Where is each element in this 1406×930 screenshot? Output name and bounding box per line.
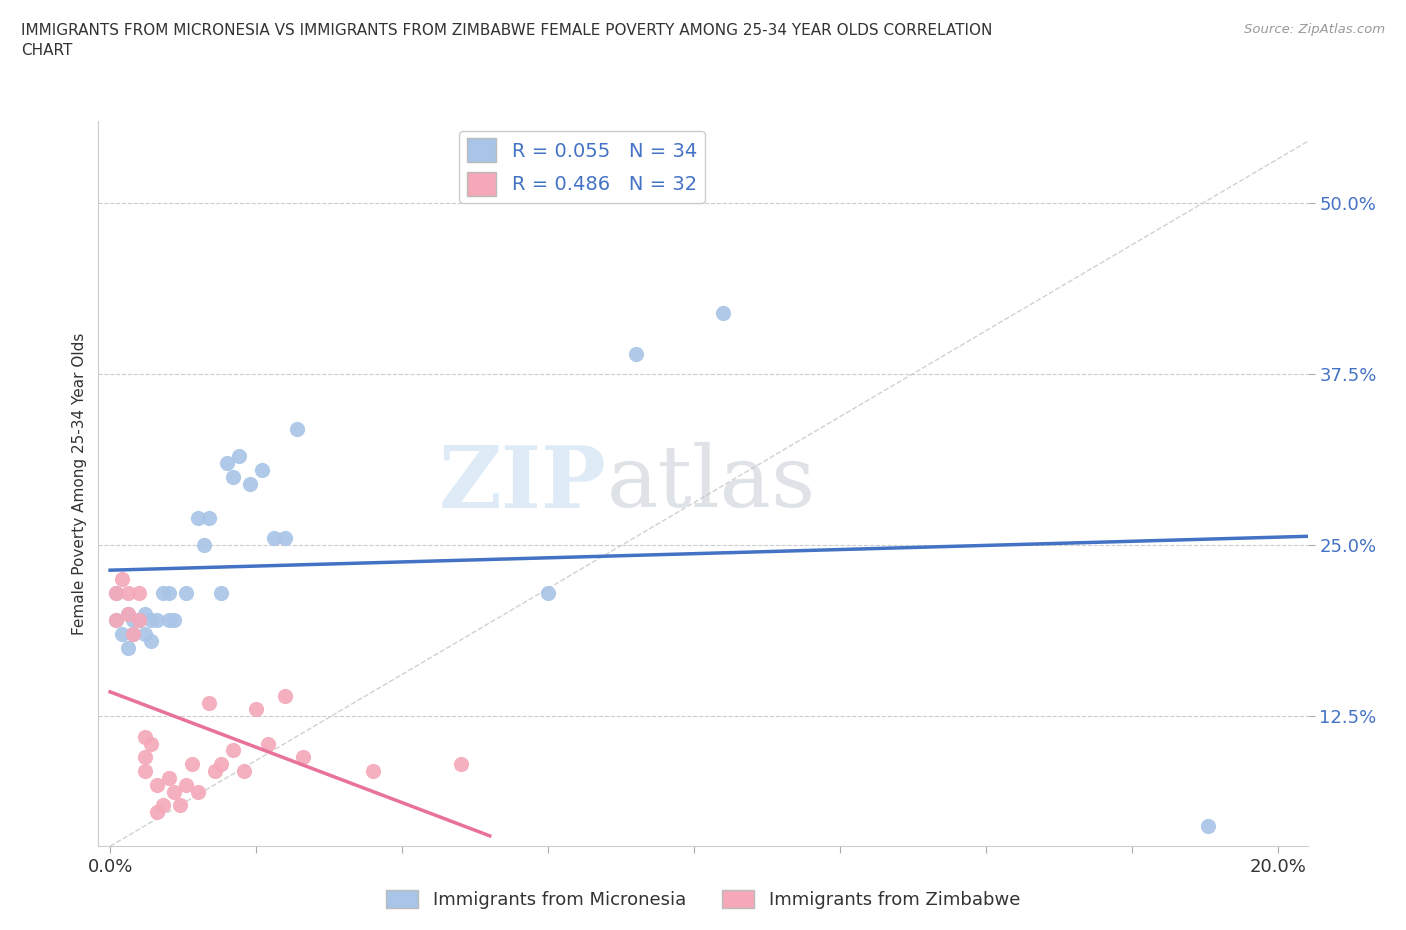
Point <box>152 798 174 813</box>
Point <box>111 627 134 642</box>
Text: ZIP: ZIP <box>439 442 606 525</box>
Point <box>713 305 735 320</box>
Point <box>157 586 180 601</box>
Point <box>104 586 127 601</box>
Point <box>163 613 186 628</box>
Text: Source: ZipAtlas.com: Source: ZipAtlas.com <box>1244 23 1385 36</box>
Point <box>285 421 308 436</box>
Point <box>245 702 267 717</box>
Point <box>174 777 197 792</box>
Point <box>117 606 139 621</box>
Legend: Immigrants from Micronesia, Immigrants from Zimbabwe: Immigrants from Micronesia, Immigrants f… <box>378 883 1028 916</box>
Point <box>624 346 647 361</box>
Point <box>204 764 226 778</box>
Point <box>122 613 145 628</box>
Text: atlas: atlas <box>606 442 815 525</box>
Point <box>146 777 169 792</box>
Point <box>104 613 127 628</box>
Point <box>537 586 560 601</box>
Point <box>134 764 156 778</box>
Y-axis label: Female Poverty Among 25-34 Year Olds: Female Poverty Among 25-34 Year Olds <box>72 332 87 635</box>
Point <box>1197 818 1219 833</box>
Point <box>104 586 127 601</box>
Point <box>146 613 169 628</box>
Point <box>274 531 297 546</box>
Point <box>222 470 245 485</box>
Point <box>361 764 384 778</box>
Point <box>193 538 215 552</box>
Point <box>117 641 139 656</box>
Point <box>128 613 150 628</box>
Point <box>450 757 472 772</box>
Point <box>128 586 150 601</box>
Point <box>222 743 245 758</box>
Point <box>152 586 174 601</box>
Point <box>187 511 209 525</box>
Point <box>174 586 197 601</box>
Point <box>291 750 314 764</box>
Point <box>139 633 162 648</box>
Point <box>157 613 180 628</box>
Point <box>128 613 150 628</box>
Point <box>209 757 232 772</box>
Point <box>198 695 221 710</box>
Point <box>239 476 262 491</box>
Point <box>233 764 256 778</box>
Point <box>111 572 134 587</box>
Point <box>122 627 145 642</box>
Point <box>146 804 169 819</box>
Point <box>198 511 221 525</box>
Point <box>139 737 162 751</box>
Point <box>256 737 278 751</box>
Point <box>187 784 209 799</box>
Point <box>122 627 145 642</box>
Point <box>163 784 186 799</box>
Text: IMMIGRANTS FROM MICRONESIA VS IMMIGRANTS FROM ZIMBABWE FEMALE POVERTY AMONG 25-3: IMMIGRANTS FROM MICRONESIA VS IMMIGRANTS… <box>21 23 993 58</box>
Point <box>117 586 139 601</box>
Point <box>228 449 250 464</box>
Point <box>180 757 202 772</box>
Point <box>134 606 156 621</box>
Point <box>104 613 127 628</box>
Point <box>263 531 285 546</box>
Point <box>134 729 156 744</box>
Point <box>169 798 191 813</box>
Point <box>117 606 139 621</box>
Point <box>274 688 297 703</box>
Point <box>139 613 162 628</box>
Point <box>215 456 238 471</box>
Legend: R = 0.055   N = 34, R = 0.486   N = 32: R = 0.055 N = 34, R = 0.486 N = 32 <box>460 130 704 204</box>
Point <box>250 462 273 477</box>
Point <box>157 770 180 785</box>
Point <box>209 586 232 601</box>
Point <box>134 627 156 642</box>
Point <box>134 750 156 764</box>
